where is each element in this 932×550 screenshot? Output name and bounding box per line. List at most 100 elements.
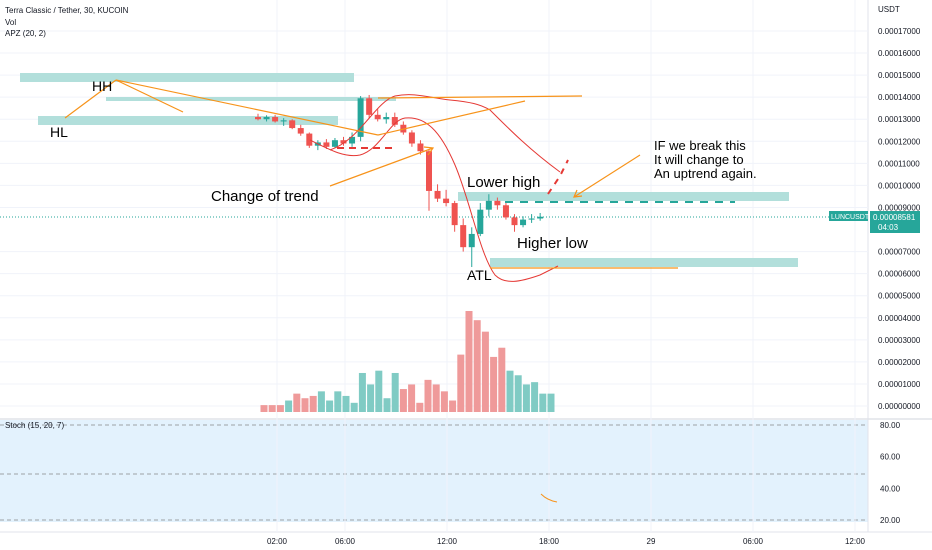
volume-bar <box>498 347 506 412</box>
zone-atl <box>490 258 798 267</box>
price-tick-label: 0.00013000 <box>878 115 921 124</box>
candle-body <box>255 117 261 120</box>
candle-body <box>297 128 304 134</box>
price-tick-label: 0.00002000 <box>878 358 921 367</box>
candle-body <box>289 120 296 129</box>
volume-bar <box>514 375 522 412</box>
price-tick-label: 0.00000000 <box>878 402 921 411</box>
price-tag <box>870 211 920 233</box>
arrow-break <box>573 154 641 198</box>
price-tick-label: 0.00010000 <box>878 181 921 190</box>
price-tick-label: 0.00001000 <box>878 380 921 389</box>
line-breakout <box>377 100 526 136</box>
candlesticks <box>255 94 544 268</box>
price-tick-label: 0.00016000 <box>878 49 921 58</box>
apz-indicator-label[interactable]: APZ (20, 2) <box>5 29 46 38</box>
price-tick-label: 0.00011000 <box>878 159 920 168</box>
volume-bar <box>408 384 416 412</box>
stoch-tick-label: 20.00 <box>880 516 901 525</box>
volume-bar <box>391 372 399 412</box>
volume-bar <box>375 370 383 412</box>
time-tick-label: 02:00 <box>267 537 288 546</box>
candle-body <box>272 117 279 122</box>
volume-bar <box>317 391 325 412</box>
time-tick-label: 06:00 <box>743 537 764 546</box>
volume-bars <box>260 311 555 412</box>
volume-bar <box>449 400 457 412</box>
line-downtrend <box>115 79 379 136</box>
volume-bar <box>309 395 317 412</box>
price-tag-countdown: 04:03 <box>878 223 899 232</box>
vol-indicator-label[interactable]: Vol <box>5 18 17 27</box>
price-tag-value: 0.00008581 <box>873 213 916 222</box>
volume-bar <box>260 405 268 412</box>
annotation-change-of-trend: Change of trend <box>211 188 319 205</box>
price-tick-label: 0.00004000 <box>878 314 921 323</box>
volume-bar <box>342 395 350 412</box>
currency-label: USDT <box>878 5 900 14</box>
volume-bar <box>358 372 366 412</box>
arrow-head-change <box>423 146 435 156</box>
stoch-indicator-label[interactable]: Stoch (15, 20, 7) <box>5 421 65 430</box>
candle-body <box>263 117 270 120</box>
candle-body <box>511 217 518 226</box>
candle-body <box>434 190 441 199</box>
volume-bar <box>432 384 440 412</box>
volume-bar <box>350 402 358 412</box>
candle-body <box>468 233 475 248</box>
stoch-axis: 80.00 60.00 40.00 20.00 <box>880 421 901 525</box>
volume-bar <box>539 393 547 412</box>
stoch-pane <box>0 420 868 522</box>
volume-bar <box>490 356 498 412</box>
zone-hl <box>38 116 338 125</box>
arrow-head-break <box>573 189 583 198</box>
volume-bar <box>522 384 530 412</box>
volume-bar <box>276 405 284 412</box>
arrow-change-of-trend <box>329 147 434 187</box>
annotation-hl: HL <box>50 124 68 140</box>
candle-body <box>528 218 535 220</box>
stoch-tick-label: 40.00 <box>880 484 901 493</box>
candle-body <box>537 216 544 219</box>
annotation-higher-low: Higher low <box>517 235 588 252</box>
volume-bar <box>506 370 514 412</box>
time-tick-label: 12:00 <box>437 537 458 546</box>
candle-body <box>349 136 356 144</box>
candle-body <box>323 142 330 147</box>
zone-top-thin <box>106 97 396 101</box>
time-tick-label: 06:00 <box>335 537 356 546</box>
price-axis: 0.00017000 0.00016000 0.00015000 0.00014000… <box>878 27 921 411</box>
candle-body <box>477 209 484 234</box>
candle-body <box>306 133 313 146</box>
candle-body <box>331 140 338 147</box>
price-tick-label: 0.00003000 <box>878 336 921 345</box>
volume-bar <box>424 379 432 412</box>
volume-bar <box>481 331 489 412</box>
volume-bar <box>465 311 473 412</box>
candle-body <box>426 151 432 191</box>
annotation-atl: ATL <box>467 267 492 283</box>
time-tick-label: 12:00 <box>845 537 866 546</box>
zone-hh <box>20 73 354 82</box>
apz-upper-band <box>329 94 561 173</box>
volume-bar <box>457 354 465 412</box>
line-hh-hl <box>64 79 117 119</box>
volume-bar <box>326 400 334 412</box>
candle-body <box>391 117 398 125</box>
candle-body <box>494 200 501 206</box>
volume-bar <box>547 393 555 412</box>
volume-bar <box>473 320 481 412</box>
line-hh-fan <box>115 79 184 113</box>
candle-body <box>340 140 347 144</box>
price-tick-label: 0.00009000 <box>878 203 921 212</box>
volume-bar <box>293 393 301 412</box>
annotation-hh: HH <box>92 78 112 94</box>
candle-body <box>374 114 381 120</box>
symbol-tag <box>829 211 868 221</box>
candle-body <box>451 203 458 226</box>
symbol-title[interactable]: Terra Classic / Tether, 30, KUCOIN <box>5 6 129 15</box>
support-resistance-zones <box>20 73 798 267</box>
candle-body <box>520 219 527 226</box>
grid <box>0 0 868 532</box>
